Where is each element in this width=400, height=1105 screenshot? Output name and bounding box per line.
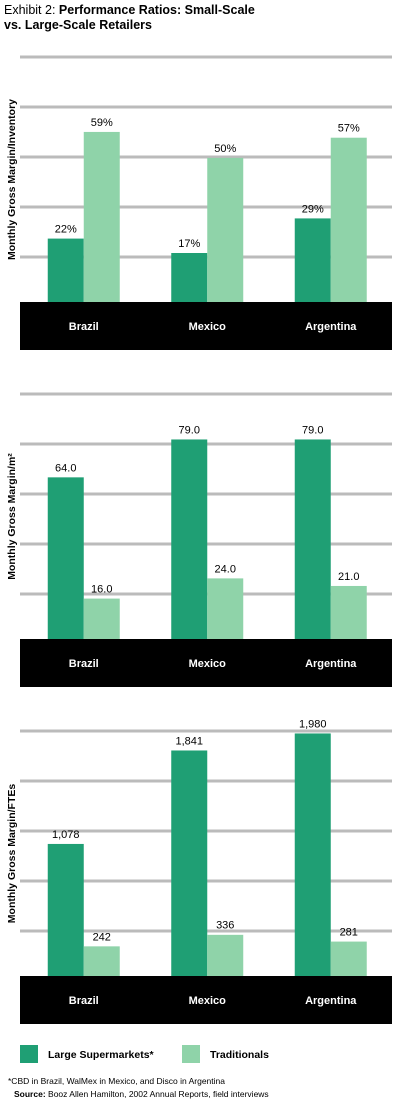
value-label: 336 [216, 920, 234, 932]
value-label: 242 [93, 931, 111, 943]
value-label: 1,841 [175, 735, 203, 747]
value-label: 24.0 [215, 563, 236, 575]
title-text: Performance Ratios: Small-Scale vs. Larg… [4, 3, 255, 32]
x-tick-label: Mexico [189, 995, 227, 1007]
value-label: 57% [338, 123, 360, 135]
y-axis-label: Monthly Gross Margin/m² [6, 453, 18, 580]
bar [330, 585, 367, 639]
value-label: 17% [178, 238, 200, 250]
source-text: Booz Allen Hamilton, 2002 Annual Reports… [48, 1089, 269, 1099]
bar [83, 946, 120, 976]
value-label: 59% [91, 117, 113, 129]
value-label: 16.0 [91, 583, 112, 595]
bar [207, 578, 244, 639]
x-tick-label: Argentina [305, 658, 357, 670]
legend-swatch [182, 1045, 200, 1063]
legend-swatch [20, 1045, 38, 1063]
bar [294, 218, 331, 302]
bar [171, 439, 208, 639]
bar [83, 131, 120, 302]
x-tick-label: Brazil [69, 658, 99, 670]
bar [207, 157, 244, 302]
value-label: 22% [55, 223, 77, 235]
bar [294, 733, 331, 976]
bar [47, 843, 84, 976]
bar [47, 477, 84, 639]
x-tick-label: Mexico [189, 321, 227, 333]
value-label: 79.0 [302, 424, 323, 436]
legend-label: Traditionals [210, 1049, 269, 1061]
x-tick-label: Brazil [69, 995, 99, 1007]
value-label: 29% [302, 203, 324, 215]
x-tick-label: Brazil [69, 321, 99, 333]
bar [294, 439, 331, 639]
bar [47, 238, 84, 302]
bar [330, 137, 367, 302]
bar [83, 598, 120, 639]
category-band [20, 302, 392, 350]
title: Exhibit 2: Performance Ratios: Small-Sca… [4, 3, 264, 33]
value-label: 21.0 [338, 571, 359, 583]
category-band [20, 639, 392, 687]
value-label: 64.0 [55, 462, 76, 474]
source-label: Source: [14, 1089, 46, 1099]
source: Source: Booz Allen Hamilton, 2002 Annual… [14, 1089, 269, 1099]
legend-label: Large Supermarkets* [48, 1049, 155, 1061]
bar [330, 941, 367, 976]
value-label: 50% [214, 143, 236, 155]
bar [171, 750, 208, 976]
category-band [20, 976, 392, 1024]
footnote: *CBD in Brazil, WalMex in Mexico, and Di… [8, 1076, 225, 1086]
value-label: 1,078 [52, 829, 80, 841]
x-tick-label: Argentina [305, 995, 357, 1007]
value-label: 79.0 [179, 424, 200, 436]
y-axis-label: Monthly Gross Margin/Inventory [6, 99, 18, 260]
title-prefix: Exhibit 2: [4, 3, 56, 17]
value-label: 281 [340, 926, 358, 938]
x-tick-label: Mexico [189, 658, 227, 670]
x-tick-label: Argentina [305, 321, 357, 333]
bar [171, 253, 208, 302]
y-axis-label: Monthly Gross Margin/FTEs [6, 784, 18, 924]
bar [207, 934, 244, 976]
value-label: 1,980 [299, 718, 327, 730]
